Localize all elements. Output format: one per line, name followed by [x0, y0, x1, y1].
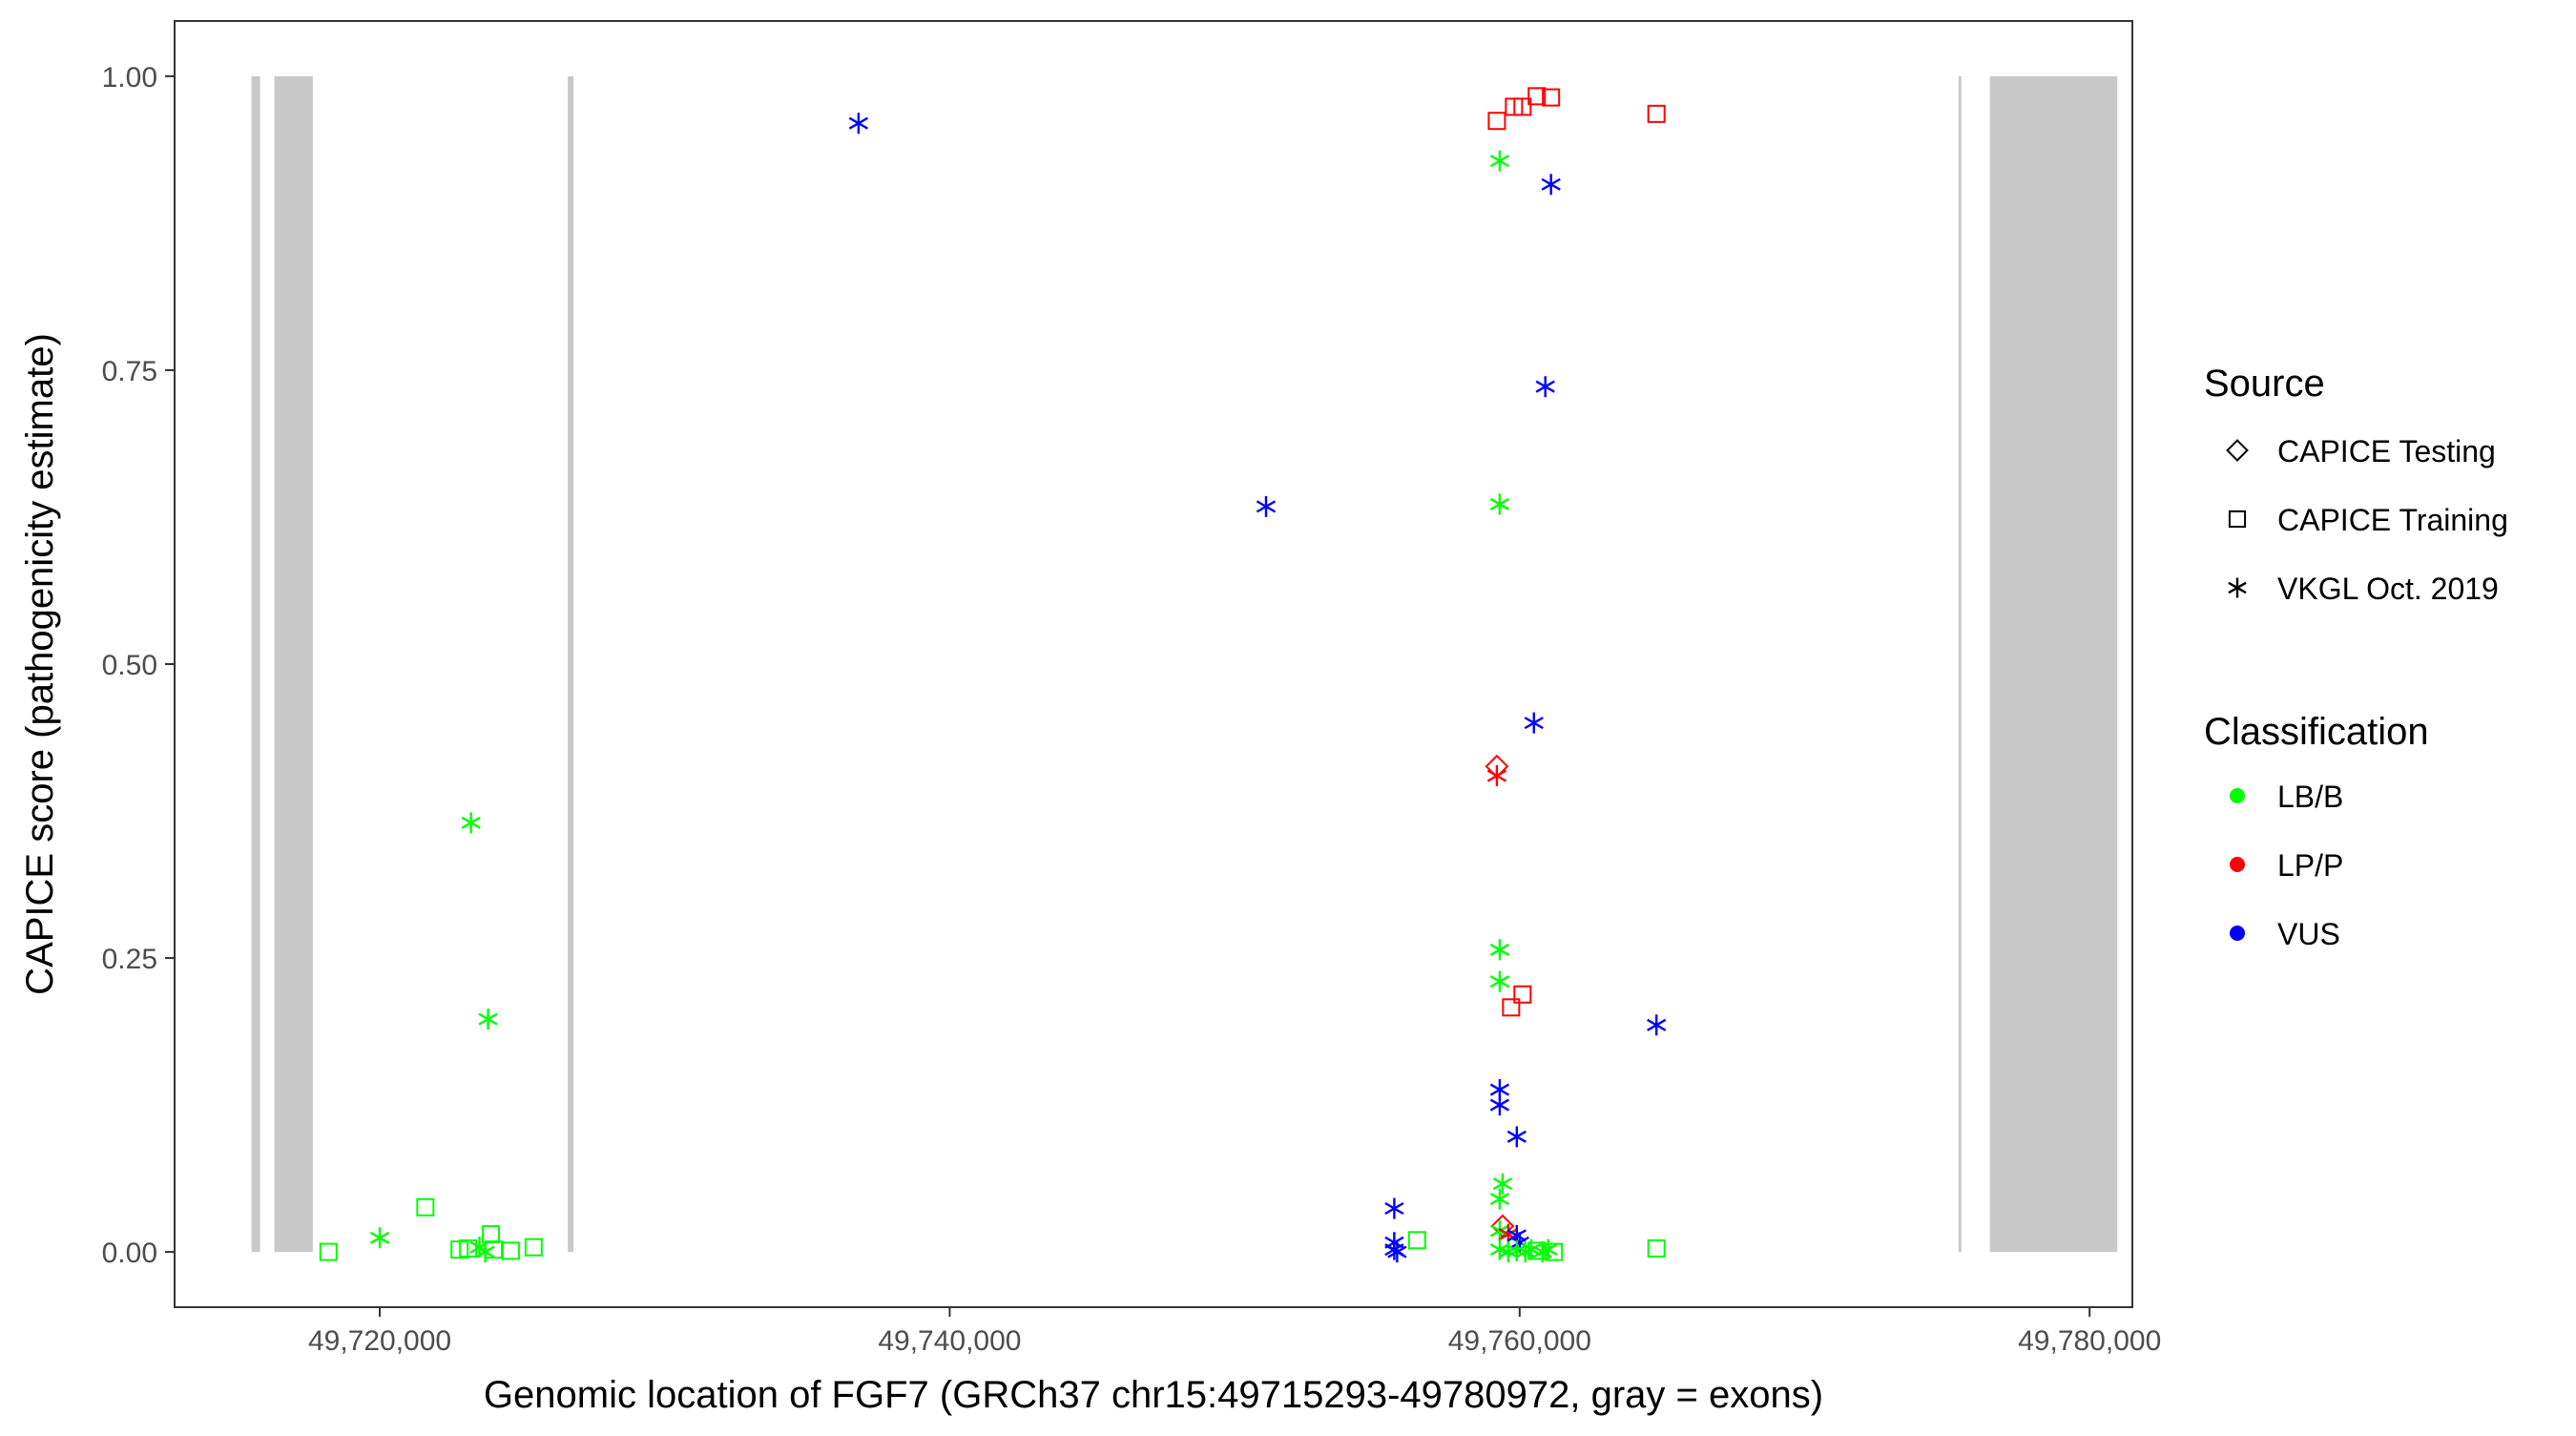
legend-key-dot — [2230, 926, 2245, 941]
data-point — [1524, 712, 1544, 734]
data-point — [1489, 939, 1510, 961]
data-point — [1407, 1231, 1426, 1250]
legend-source-label: CAPICE Testing — [2277, 434, 2496, 468]
data-point — [319, 1242, 338, 1261]
data-point — [1384, 1197, 1404, 1219]
data-point — [1387, 1241, 1407, 1263]
legend-source-title: Source — [2204, 363, 2325, 405]
y-tick-label: 0.25 — [102, 944, 157, 975]
data-point — [1489, 150, 1510, 172]
data-point — [1502, 998, 1521, 1017]
exon-band — [251, 75, 260, 1253]
points-layer — [319, 87, 1667, 1263]
x-tick-label: 49,780,000 — [2018, 1325, 2161, 1357]
data-point — [1541, 174, 1561, 196]
y-tick-label: 1.00 — [102, 62, 157, 94]
x-tick-label: 49,740,000 — [878, 1325, 1021, 1357]
data-point — [1489, 1094, 1510, 1116]
data-point — [1492, 1173, 1513, 1195]
y-tick-label: 0.00 — [102, 1238, 157, 1269]
legend-key-square — [2228, 510, 2247, 529]
data-point — [369, 1227, 390, 1249]
data-point — [1545, 1242, 1564, 1261]
data-point — [1535, 376, 1555, 398]
data-point — [478, 1009, 498, 1030]
data-point — [501, 1241, 520, 1260]
legend-source: Source CAPICE Testing CAPICE Training VKGL… — [2204, 363, 2508, 606]
plot-panel-border — [174, 20, 2133, 1308]
data-point — [1489, 1219, 1510, 1241]
exon-band — [274, 75, 313, 1253]
legend-key-asterisk — [2228, 577, 2247, 598]
data-point — [1527, 87, 1547, 106]
y-axis-title: CAPICE score (pathogenicity estimate) — [19, 333, 61, 995]
y-tick-label: 0.50 — [102, 650, 157, 681]
legend-key-dot — [2230, 788, 2245, 803]
data-point — [1513, 97, 1532, 116]
data-point — [1487, 112, 1506, 131]
data-point — [1486, 765, 1507, 787]
data-point — [1489, 970, 1510, 992]
legend-classification-title: Classification — [2204, 711, 2429, 753]
data-point — [1647, 104, 1666, 123]
data-point — [1256, 495, 1277, 517]
exon-band — [568, 75, 574, 1253]
legend-source-label: CAPICE Training — [2277, 503, 2508, 537]
exon-band — [1958, 75, 1962, 1253]
data-point — [1647, 1014, 1667, 1036]
exons-layer — [251, 75, 2118, 1253]
data-point — [482, 1225, 501, 1244]
legend-classification-label: LB/B — [2277, 780, 2343, 814]
y-tick-label: 0.75 — [102, 356, 157, 387]
x-tick-label: 49,760,000 — [1448, 1325, 1591, 1357]
legend-classification: Classification LB/B LP/P VUS — [2204, 711, 2429, 951]
y-axis: 0.00 0.25 0.50 0.75 1.00 — [102, 62, 175, 1269]
data-point — [1538, 1238, 1558, 1260]
x-tick-label: 49,720,000 — [308, 1325, 451, 1357]
legend-key-diamond — [2226, 439, 2249, 462]
data-point — [524, 1238, 543, 1257]
data-point — [1542, 88, 1561, 107]
legend-classification-label: VUS — [2277, 917, 2340, 951]
data-point — [1513, 985, 1532, 1004]
data-point — [416, 1197, 435, 1217]
legend-source-label: VKGL Oct. 2019 — [2277, 572, 2499, 606]
legend-key-dot — [2230, 857, 2245, 872]
exon-band — [1989, 75, 2118, 1253]
x-axis-title: Genomic location of FGF7 (GRCh37 chr15:4… — [484, 1374, 1823, 1416]
x-axis: 49,720,000 49,740,000 49,760,000 49,780,000 — [308, 1307, 2161, 1357]
data-point — [1489, 1188, 1510, 1210]
data-point — [1489, 493, 1510, 515]
data-point — [1506, 1126, 1527, 1148]
data-point — [848, 113, 868, 135]
data-point — [1647, 1238, 1666, 1258]
data-point — [461, 812, 481, 834]
legend-classification-label: LP/P — [2277, 848, 2343, 883]
